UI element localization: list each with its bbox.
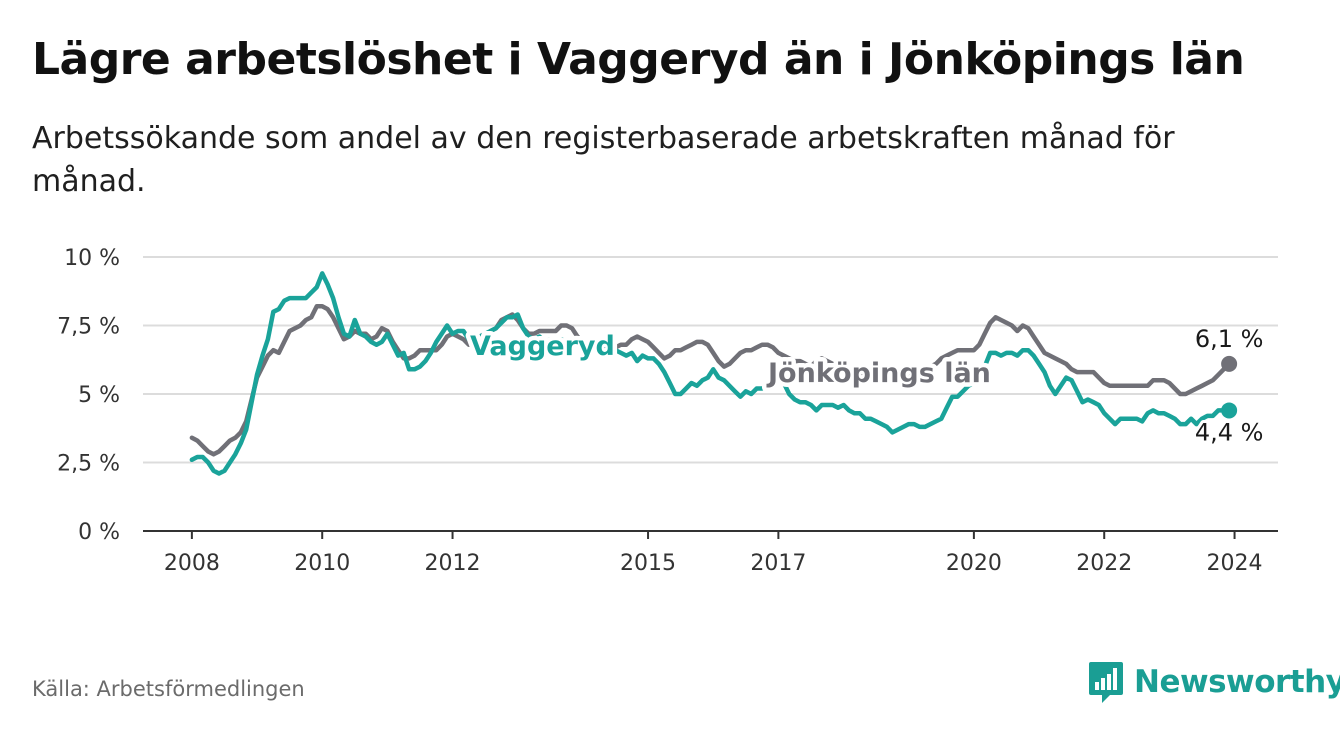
y-axis-ticks: 0 % 2,5 % 5 % 7,5 % 10 % <box>57 246 120 545</box>
gridlines <box>143 256 1278 464</box>
line-chart: 0 % 2,5 % 5 % 7,5 % 10 % 2008 2010 2012 2015 201… <box>57 246 1278 576</box>
x-tick-label: 2010 <box>294 551 350 576</box>
x-tick-label: 2022 <box>1076 551 1132 576</box>
series-line-vaggeryd <box>189 271 1232 476</box>
brand-name: Newsworthy <box>1134 664 1340 700</box>
y-tick-label: 0 % <box>78 520 120 545</box>
series-label-vaggeryd: Vaggeryd <box>470 331 615 362</box>
chart-title: Lägre arbetslöshet i Vaggeryd än i Jönkö… <box>32 34 1245 85</box>
jonkopings-lan-end-label: 6,1 % <box>1195 325 1264 353</box>
x-tick-label: 2015 <box>620 551 676 576</box>
x-tick-label: 2020 <box>946 551 1002 576</box>
newsworthy-logo: Newsworthy <box>1088 660 1340 704</box>
x-axis-ticks: 2008 2010 2012 2015 2017 2020 2022 2024 <box>164 531 1263 576</box>
series-lines <box>189 271 1232 476</box>
x-tick-label: 2017 <box>750 551 806 576</box>
vaggeryd-end-dot <box>1221 402 1238 419</box>
series-labels: Vaggeryd Jönköpings län <box>466 327 996 394</box>
chart-subtitle: Arbetssökande som andel av den registerb… <box>32 121 1175 199</box>
series-label-jonkopings-lan: Jönköpings län <box>766 358 991 389</box>
y-tick-label: 7,5 % <box>57 315 120 340</box>
x-tick-label: 2012 <box>425 551 481 576</box>
series-end-markers: 6,1 % 4,4 % <box>1192 322 1267 450</box>
x-tick-label: 2024 <box>1207 551 1263 576</box>
y-tick-label: 5 % <box>78 383 120 408</box>
y-tick-label: 10 % <box>64 246 120 271</box>
bar-chart-logo-icon <box>1089 662 1123 703</box>
source-note: Källa: Arbetsförmedlingen <box>32 677 305 701</box>
x-tick-label: 2008 <box>164 551 220 576</box>
y-tick-label: 2,5 % <box>57 452 120 477</box>
vaggeryd-end-label: 4,4 % <box>1195 418 1264 446</box>
jonkopings-lan-end-dot <box>1221 355 1238 372</box>
